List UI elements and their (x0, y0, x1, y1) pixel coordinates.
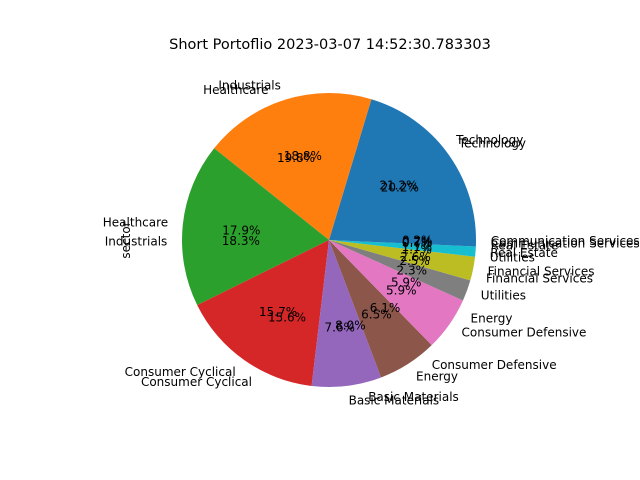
slice-label-technology: Technology (458, 137, 526, 151)
chart-title: Short Portoflio 2023-03-07 14:52:30.7833… (169, 37, 491, 53)
slice-label-communication-services: Communication Services (491, 237, 640, 251)
slice-label-real-estate: Real Estate (490, 246, 558, 260)
slice-label-utilities: Utilities (481, 289, 526, 303)
slice-label-healthcare: Healthcare (203, 83, 268, 97)
pie-slice-energy (329, 240, 432, 378)
slice-label-consumer-cyclical: Consumer Cyclical (125, 365, 236, 379)
slice-percent-real-estate: 1.1% (402, 240, 433, 254)
slice-percent-energy: 6.5% (361, 307, 392, 321)
slice-percent-labels: 20.2%18.8%17.9%15.7%7.6%6.5%5.9%2.3%2.6%… (222, 149, 433, 335)
slice-percent-technology: 20.2% (381, 180, 419, 194)
pie-slice-basic-materials (311, 240, 382, 388)
slice-percent-technology: 21.2% (379, 179, 417, 193)
slice-label-basic-materials: Basic Materials (349, 394, 440, 408)
slice-percent-consumer-defensive: 6.1% (370, 301, 401, 315)
slice-label-communication-services: Communication Services (491, 234, 640, 248)
slice-percent-financial-services: 2.6% (400, 250, 431, 264)
slice-percent-basic-materials: 8.0% (335, 319, 366, 333)
pie-slice-utilities (329, 240, 471, 301)
slice-percent-consumer-defensive: 5.9% (386, 284, 417, 298)
slice-percent-industrials: 18.3% (222, 234, 260, 248)
slice-label-technology: Technology (455, 133, 523, 147)
slice-label-consumer-defensive: Consumer Defensive (432, 358, 557, 372)
slice-percent-real-estate: 0.7% (402, 236, 433, 250)
y-axis-label: sector (119, 221, 133, 258)
slice-label-basic-materials: Basic Materials (368, 390, 459, 404)
pie-slice-real-estate (329, 240, 476, 257)
pie-slice-financial-services (329, 240, 476, 281)
slice-percent-healthcare: 19.8% (277, 151, 315, 165)
slice-label-utilities: Utilities (490, 251, 535, 265)
pie-slices (182, 92, 477, 388)
pie-slice-industrials (214, 92, 372, 241)
slice-label-real-estate: Real Estate (491, 239, 559, 253)
slice-percent-financial-services: 2.5% (399, 254, 430, 268)
pie-slice-consumer-defensive (329, 240, 463, 346)
pie-slice-communication-services (329, 240, 477, 247)
slice-labels: TechnologyIndustrialsHealthcareConsumer … (103, 79, 640, 408)
slice-percent-consumer-cyclical: 15.6% (268, 311, 306, 325)
slice-label-industrials: Industrials (218, 79, 281, 93)
slice-percent-industrials: 18.8% (284, 149, 322, 163)
slice-label-financial-services: Financial Services (488, 265, 595, 279)
slice-percent-consumer-cyclical: 15.7% (259, 305, 297, 319)
slice-percent-basic-materials: 7.6% (324, 321, 355, 335)
slice-label-industrials: Industrials (105, 235, 168, 249)
slice-percent-utilities: 1.7% (401, 243, 432, 257)
slice-label-energy: Energy (416, 369, 458, 383)
slice-percent-healthcare: 17.9% (222, 224, 260, 238)
pie-slice-healthcare (182, 148, 329, 306)
pie-slice-technology (329, 99, 476, 240)
slice-percent-utilities: 2.3% (397, 263, 428, 277)
slice-percent-energy: 5.9% (391, 276, 422, 290)
slice-percent-communication-services: 0.2% (402, 234, 433, 248)
slice-percent-communication-services: 0.7% (402, 235, 433, 249)
slice-label-consumer-defensive: Consumer Defensive (462, 326, 587, 340)
pie-slice-consumer-cyclical (197, 240, 329, 386)
slice-label-financial-services: Financial Services (486, 272, 593, 286)
slice-label-energy: Energy (471, 311, 513, 325)
slice-label-consumer-cyclical: Consumer Cyclical (141, 375, 252, 389)
slice-label-healthcare: Healthcare (103, 216, 168, 230)
